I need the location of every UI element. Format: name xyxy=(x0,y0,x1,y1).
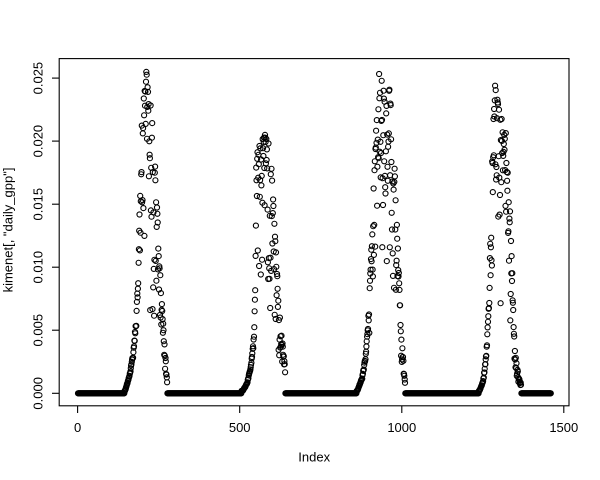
svg-text:1500: 1500 xyxy=(549,420,578,435)
svg-text:Index: Index xyxy=(298,450,330,465)
svg-text:0.010: 0.010 xyxy=(31,251,46,284)
svg-text:0.000: 0.000 xyxy=(31,377,46,410)
svg-text:0.015: 0.015 xyxy=(31,188,46,221)
svg-text:0.005: 0.005 xyxy=(31,314,46,347)
svg-text:0: 0 xyxy=(74,420,81,435)
svg-text:1000: 1000 xyxy=(387,420,416,435)
svg-text:kimenet[, "daily_gpp"]: kimenet[, "daily_gpp"] xyxy=(1,168,16,293)
svg-text:0.020: 0.020 xyxy=(31,125,46,158)
svg-text:500: 500 xyxy=(229,420,251,435)
svg-text:0.025: 0.025 xyxy=(31,62,46,95)
